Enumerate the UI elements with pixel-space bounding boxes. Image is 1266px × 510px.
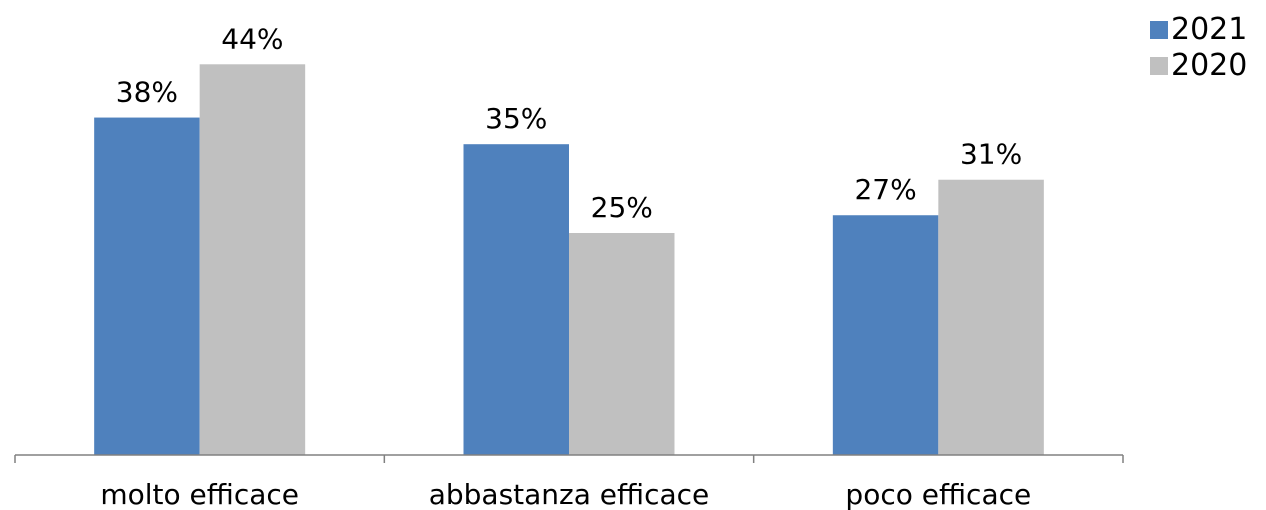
x-axis: molto efficace abbastanza efficace poco ef… bbox=[14, 454, 1124, 510]
x-tick-label: poco efficace bbox=[845, 478, 1031, 510]
bar-2020-1 bbox=[199, 64, 306, 455]
bars-group bbox=[94, 64, 1044, 455]
data-label-2021-2: 35% bbox=[485, 102, 547, 135]
bar-2020-2 bbox=[569, 233, 675, 455]
data-label-2021-3: 27% bbox=[854, 173, 916, 206]
data-label-2020-1: 44% bbox=[221, 22, 283, 55]
bar-2021-2 bbox=[463, 144, 569, 455]
legend-swatch-2021 bbox=[1150, 21, 1168, 39]
data-label-2020-3: 31% bbox=[960, 138, 1022, 171]
x-tick-label: molto efficace bbox=[100, 478, 299, 510]
data-labels-group: 38% 44% 35% 25% 27% 31% bbox=[116, 22, 1022, 224]
bar-2021-1 bbox=[94, 117, 200, 455]
legend-swatch-2020 bbox=[1150, 57, 1168, 75]
data-label-2021-1: 38% bbox=[116, 76, 178, 109]
bar-2021-3 bbox=[832, 215, 939, 455]
legend-label-2020: 2020 bbox=[1171, 48, 1247, 83]
legend-label-2021: 2021 bbox=[1171, 12, 1247, 47]
x-tick-label: abbastanza efficace bbox=[429, 478, 710, 510]
data-label-2020-2: 25% bbox=[591, 191, 653, 224]
bar-2020-3 bbox=[938, 179, 1044, 455]
